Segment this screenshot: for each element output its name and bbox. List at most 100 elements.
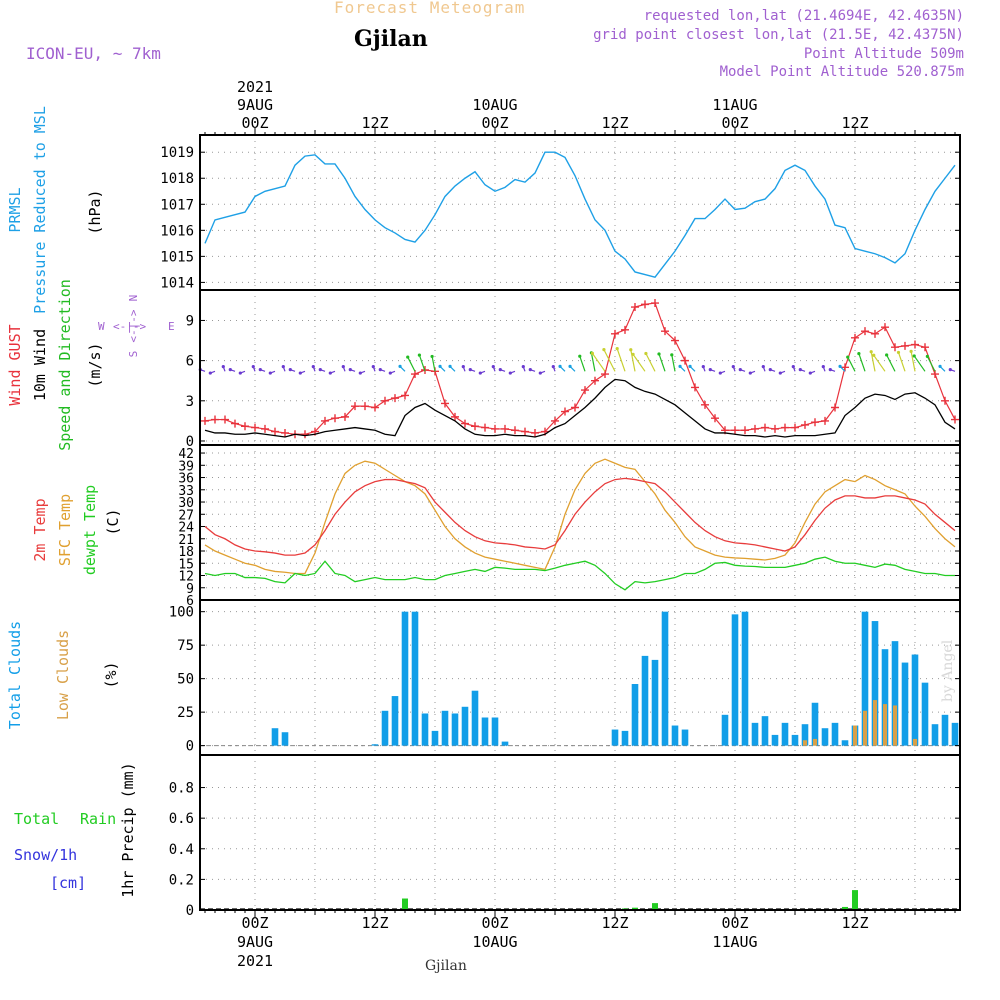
ytick-label: 18 [178,545,194,560]
wind-arrow-head [341,365,345,369]
total-clouds-bar [451,713,459,746]
gust-marker [691,383,699,392]
ytick-label: 42 [178,447,194,462]
compass-arrow-vertical: <-|-> [127,309,140,342]
wind-arrow-head [909,349,913,353]
wind-arrow-head [872,353,876,357]
total-clouds-bar [471,690,479,746]
total-clouds-bar [411,611,419,746]
total-clouds-bar [831,722,839,746]
total-clouds-bar [841,740,849,746]
total-clouds-bar [801,724,809,746]
wind-arrow-head [731,365,735,369]
gust-marker [701,400,709,409]
gust-marker [861,327,869,336]
time-label-top: 12Z [361,114,388,132]
ytick-label: 75 [177,638,194,654]
wind-arrow-head [629,348,633,352]
total-clouds-bar [881,649,889,746]
low-clouds-bar [893,705,897,746]
wind-arrow-head [657,352,661,356]
total-clouds-bar [671,725,679,746]
time-label-top: 2021 [237,78,273,96]
gust-marker [681,356,689,365]
footer-location: Gjilan [425,958,467,974]
time-label-bottom: 12Z [601,914,628,932]
total-clouds-bar [781,722,789,746]
gust-marker [621,325,629,334]
wind-arrow-head [748,371,752,375]
total-clouds-bar [891,641,899,746]
compass-w: W [98,320,105,333]
wind-arrow-head [578,354,582,358]
ytick-label: 0.8 [169,781,194,797]
wind-arrow-head [348,368,352,372]
total-clouds-bar [761,716,769,746]
gust-marker [501,424,509,433]
total-clouds-bar [271,728,279,746]
time-label-bottom: 00Z [481,914,508,932]
rain-bar [842,906,848,910]
gust-marker [561,407,569,416]
panel-frame [199,134,961,291]
wind-arrow-head [688,364,692,368]
wind-arrow-head [478,371,482,375]
wind-direction-arrow [870,351,876,372]
ytick-label: 9 [186,313,194,329]
wind-arrow-head [938,364,942,368]
low-clouds-bar [853,725,857,746]
low-clouds-bar [883,704,887,746]
wind-direction-arrow [658,353,666,372]
wind-arrow-head [461,365,465,369]
wind-arrow-head [358,371,362,375]
wind-arrow-head [238,371,242,375]
wind-direction-arrow [579,356,586,372]
wind-arrow-head [869,350,873,354]
point-altitude: Point Altitude 509m [803,46,964,62]
gust-marker [211,415,219,424]
gust-marker [941,396,949,405]
panel-frame [199,754,961,911]
dewpt-line [204,556,955,591]
credit-watermark: by Angel [940,639,956,702]
gust-marker [381,396,389,405]
time-label-bottom: 12Z [361,914,388,932]
time-label-bottom: 00Z [241,914,268,932]
temp-2m-line [204,477,956,556]
total-clouds-bar [751,722,759,746]
wind-arrow-head [251,365,255,369]
wind-arrow-head [318,368,322,372]
total-clouds-bar [901,662,909,746]
axis-title-dir: Speed and Direction [56,279,74,451]
ytick-label: 0.6 [169,811,194,827]
total-clouds-bar [661,611,669,746]
rain-bar [852,890,858,910]
time-label-bottom: 12Z [841,914,868,932]
ytick-label: 3 [186,394,194,410]
total-clouds-bar [621,730,629,746]
ytick-label: 39 [178,459,194,474]
ytick-label: 6 [186,594,194,609]
gust-marker [551,416,559,425]
wind-direction-arrow [616,348,626,372]
ytick-label: 100 [169,605,194,621]
compass-s: S [127,351,140,358]
total-clouds-bar [491,717,499,746]
total-clouds-bar [611,729,619,746]
total-clouds-bar [871,621,879,746]
axis-title-ms: (m/s) [86,342,104,387]
gust-marker [661,327,669,336]
gust-marker [601,370,609,379]
total-clouds-bar [771,734,779,746]
total-clouds-bar [481,717,489,746]
wind-arrow-head [808,371,812,375]
gust-marker [361,402,369,411]
gust-marker [711,414,719,423]
gust-marker [341,412,349,421]
gust-marker [801,420,809,429]
wind-arrow-head [761,365,765,369]
wind-arrow-head [798,368,802,372]
wind-arrow-head [885,353,889,357]
requested-coords: requested lon,lat (21.4694E, 42.4635N) [643,8,964,24]
gust-marker [741,426,749,435]
